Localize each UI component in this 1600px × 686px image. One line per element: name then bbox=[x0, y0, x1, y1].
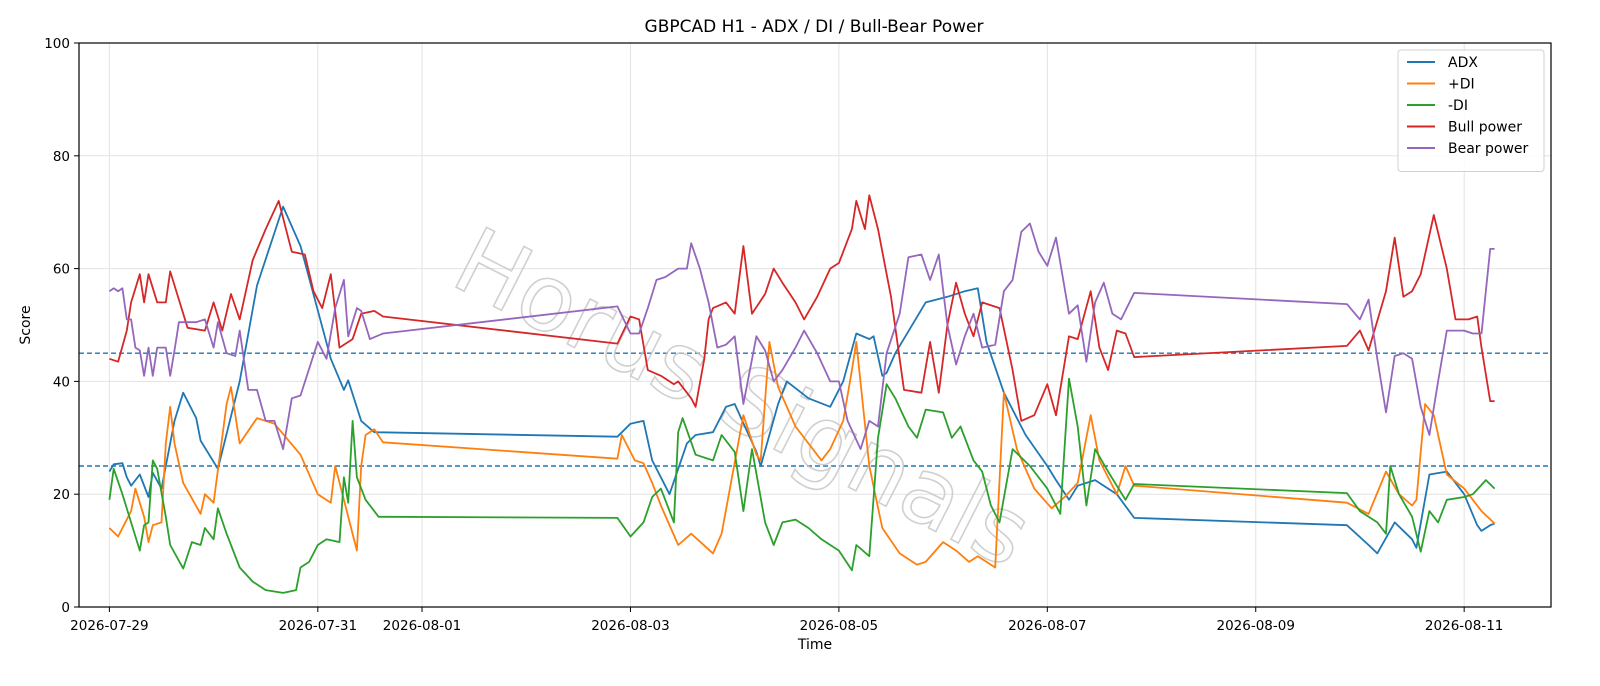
series-line-adx bbox=[108, 205, 1495, 555]
legend-label: Bull power bbox=[1448, 120, 1522, 136]
y-tick-label: 80 bbox=[53, 149, 70, 165]
x-tick-label: 2026-07-29 bbox=[70, 618, 148, 634]
x-tick-label: 2026-07-31 bbox=[279, 618, 357, 634]
y-tick-label: 100 bbox=[44, 36, 70, 52]
legend-label: -DI bbox=[1448, 98, 1468, 114]
plot-frame bbox=[78, 42, 1552, 608]
y-tick-label: 60 bbox=[53, 262, 70, 278]
y-tick-label: 20 bbox=[53, 487, 70, 503]
x-tick-label: 2026-08-11 bbox=[1425, 618, 1503, 634]
x-tick-label: 2026-08-05 bbox=[800, 618, 878, 634]
reference-lines bbox=[79, 352, 1551, 467]
series-group bbox=[108, 194, 1496, 594]
chart-title: GBPCAD H1 - ADX / DI / Bull-Bear Power bbox=[645, 17, 984, 37]
x-tick-label: 2026-08-09 bbox=[1216, 618, 1294, 634]
y-tick-label: 0 bbox=[61, 600, 70, 616]
series-line-bull-power bbox=[109, 194, 1495, 422]
y-axis: 0 20 40 60 80 100 bbox=[44, 36, 79, 616]
x-axis-title: Time bbox=[797, 637, 832, 653]
x-tick-label: 2026-08-01 bbox=[383, 618, 461, 634]
legend-box bbox=[1397, 49, 1545, 172]
legend-label: ADX bbox=[1448, 55, 1478, 71]
y-axis-title: Score bbox=[18, 305, 34, 344]
x-tick-label: 2026-08-03 bbox=[591, 618, 669, 634]
series-line-di bbox=[108, 377, 1496, 594]
y-tick-label: 40 bbox=[53, 374, 70, 390]
series-line-bear-power bbox=[108, 222, 1495, 451]
x-axis: 2026-07-29 2026-07-31 2026-08-01 2026-08-03… bbox=[70, 607, 1503, 634]
legend-label: Bear power bbox=[1448, 141, 1529, 157]
legend: ADX +DI -DI Bull power Bear power bbox=[1397, 49, 1545, 172]
legend-label: +DI bbox=[1448, 77, 1475, 93]
x-tick-label: 2026-08-07 bbox=[1008, 618, 1086, 634]
